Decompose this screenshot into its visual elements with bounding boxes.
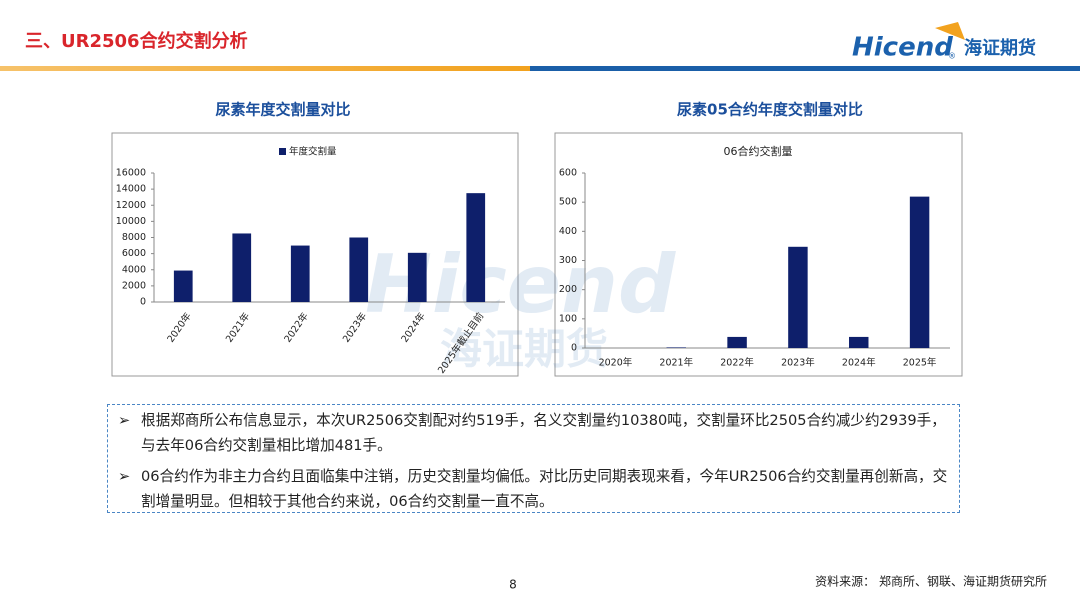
y-tick-label: 300 xyxy=(559,255,577,266)
y-tick-label: 400 xyxy=(559,226,577,237)
x-tick-label: 2022年 xyxy=(720,357,754,369)
y-tick-label: 6000 xyxy=(122,248,146,259)
bar xyxy=(232,233,252,302)
company: 海证期货 xyxy=(964,37,1036,59)
source: 资料来源： 郑商所、钢联、海证期货研究所 xyxy=(815,574,1047,589)
y-tick-label: 200 xyxy=(559,284,577,295)
x-tick-label: 2021年 xyxy=(223,310,252,345)
bar xyxy=(290,245,310,302)
y-tick-label: 100 xyxy=(559,313,577,324)
bar xyxy=(349,237,369,302)
y-tick-label: 16000 xyxy=(116,168,146,179)
bar xyxy=(466,193,486,302)
header-title: 三、UR2506合约交割分析 xyxy=(25,30,248,52)
chart-title: 尿素年度交割量对比 xyxy=(215,101,350,119)
x-tick-label: 2021年 xyxy=(659,357,693,369)
bar xyxy=(909,196,930,348)
bullet: ➢ 根据郑商所公布信息显示，本次UR2506交割配对约519手，名义交割量约103… xyxy=(118,408,951,458)
y-tick-label: 2000 xyxy=(122,280,146,291)
bar xyxy=(727,336,747,348)
bar xyxy=(849,336,869,348)
x-tick-label: 2023年 xyxy=(781,357,815,369)
chart-title: 尿素05合约年度交割量对比 xyxy=(677,101,863,119)
logo-icon xyxy=(935,22,965,40)
x-tick-label: 2020年 xyxy=(165,310,194,345)
bar xyxy=(788,246,808,348)
bar xyxy=(666,347,686,348)
watermark: 海证期货 xyxy=(440,325,608,374)
y-tick-label: 600 xyxy=(559,168,577,179)
bar xyxy=(173,270,193,302)
x-tick-label: 2025年 xyxy=(903,357,937,369)
bullet-text: 06合约作为非主力合约且面临集中注销，历史交割量均偏低。对比历史同期表现来看，今… xyxy=(141,468,948,510)
legend-label: 06合约交割量 xyxy=(724,144,793,158)
y-tick-label: 500 xyxy=(559,197,577,208)
y-tick-label: 10000 xyxy=(116,216,146,227)
chart-frame xyxy=(554,132,963,377)
y-tick-label: 0 xyxy=(571,343,577,354)
x-tick-label: 2020年 xyxy=(599,357,633,369)
page-number: 8 xyxy=(509,578,517,592)
logo: Hicend xyxy=(852,33,953,63)
y-tick-label: 12000 xyxy=(116,200,146,211)
y-tick-label: 0 xyxy=(140,297,146,308)
y-tick-label: 14000 xyxy=(116,184,146,195)
bullet-text: 根据郑商所公布信息显示，本次UR2506交割配对约519手，名义交割量约1038… xyxy=(141,412,946,454)
x-tick-label: 2022年 xyxy=(282,310,311,345)
logo-mark: ® xyxy=(948,52,956,61)
legend-swatch xyxy=(279,148,286,155)
bullet-box: ➢ 根据郑商所公布信息显示，本次UR2506交割配对约519手，名义交割量约103… xyxy=(107,404,960,513)
stripe xyxy=(530,66,1080,71)
chart-frame xyxy=(111,132,519,377)
x-tick-label: 2024年 xyxy=(842,357,876,369)
legend-label: 年度交割量 xyxy=(289,146,337,158)
bullet: ➢ 06合约作为非主力合约且面临集中注销，历史交割量均偏低。对比历史同期表现来看，… xyxy=(118,464,951,514)
y-tick-label: 8000 xyxy=(122,232,146,243)
stripe xyxy=(0,66,530,71)
y-tick-label: 4000 xyxy=(122,264,146,275)
bar xyxy=(407,252,427,302)
